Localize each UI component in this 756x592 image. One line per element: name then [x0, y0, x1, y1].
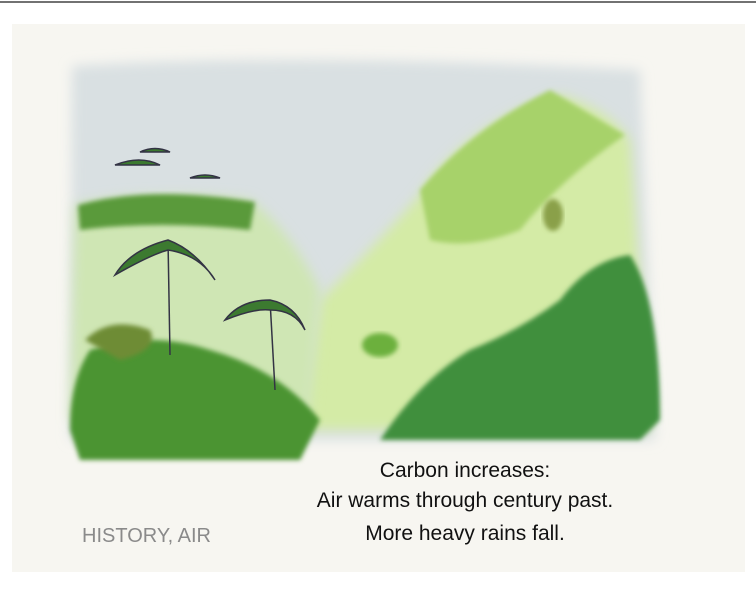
caption-line: Air warms through century past. — [317, 489, 613, 512]
caption-line: More heavy rains fall. — [365, 522, 565, 545]
right-hill — [380, 255, 660, 440]
caption-line: Carbon increases: — [380, 459, 550, 482]
patch — [543, 199, 563, 231]
ridge — [420, 90, 625, 244]
cliff-top — [78, 194, 255, 230]
watercolor — [70, 59, 660, 460]
palms — [112, 147, 306, 391]
shrub — [85, 324, 152, 360]
label: HISTORY, AIR — [82, 525, 211, 547]
left-hill — [70, 340, 320, 460]
bush — [362, 333, 398, 357]
